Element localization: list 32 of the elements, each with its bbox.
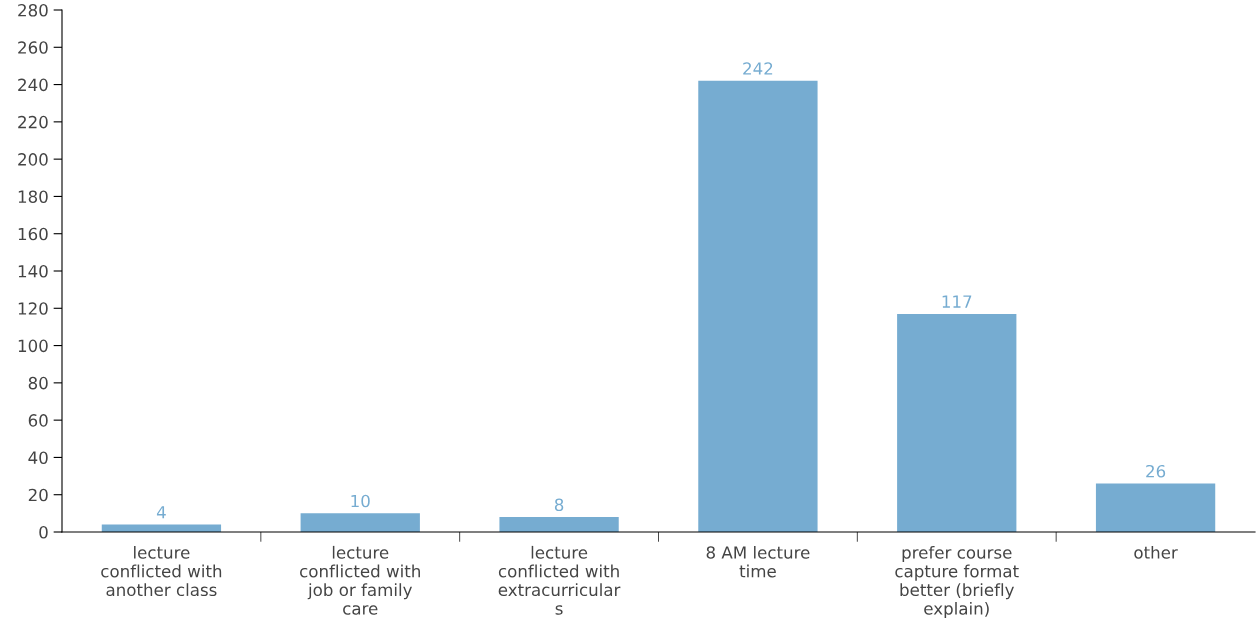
bar (499, 517, 619, 532)
y-tick-label: 0 (39, 525, 48, 539)
x-tick-label: lecture conflicted with job or family care (300, 545, 420, 615)
data-label: 26 (1146, 464, 1166, 478)
y-tick-label: 40 (28, 451, 48, 464)
data-label: 117 (942, 295, 972, 308)
y-tick-label: 120 (18, 302, 48, 315)
y-tick-label: 140 (18, 264, 48, 278)
y-tick-label: 100 (18, 339, 48, 353)
y-tick-label: 260 (18, 41, 48, 54)
data-label: 10 (351, 494, 370, 508)
x-tick-label: prefer course capture format better (briefly explain) (895, 545, 1019, 619)
y-tick-label: 160 (18, 227, 48, 241)
bar (897, 313, 1017, 532)
y-tick-label: 20 (28, 488, 48, 502)
data-label: 4 (156, 506, 166, 519)
x-tick-label: other (1134, 545, 1178, 559)
y-tick-label: 180 (18, 190, 48, 203)
bar (300, 513, 420, 532)
bar (698, 80, 818, 532)
y-tick-label: 80 (28, 376, 48, 390)
y-tick-label: 220 (18, 115, 48, 129)
data-label: 8 (554, 498, 564, 512)
x-tick-label: lecture conflicted with extracurricular s (498, 545, 621, 615)
y-tick-label: 280 (18, 3, 48, 17)
y-tick-label: 240 (18, 78, 48, 92)
y-tick-label: 200 (18, 153, 48, 166)
bar (1095, 483, 1216, 532)
y-tick-label: 60 (28, 414, 48, 427)
x-tick-label: 8 AM lecture time (706, 545, 810, 578)
data-label: 242 (743, 62, 773, 75)
x-tick-label: lecture conflicted with another class (101, 545, 222, 597)
